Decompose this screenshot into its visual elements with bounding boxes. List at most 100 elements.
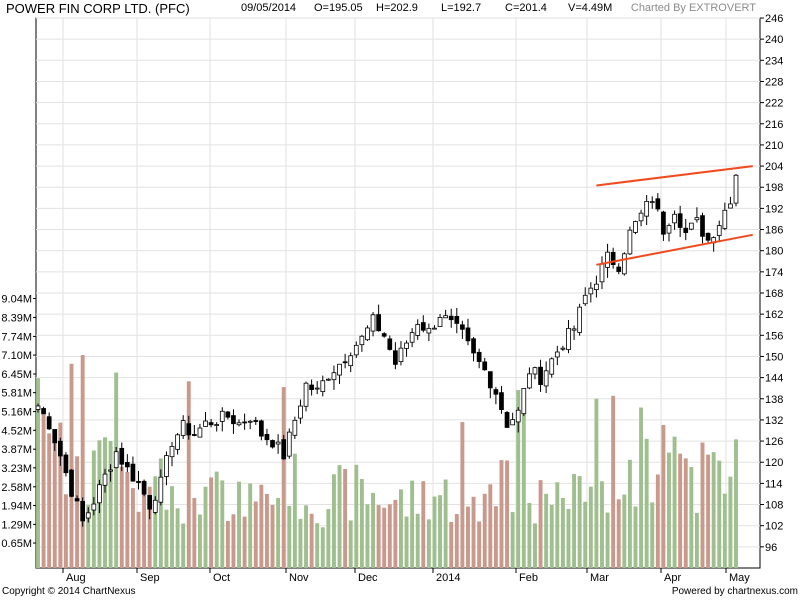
candle-body [655,198,661,210]
price-tick-label: 162 [765,309,783,321]
price-tick-label: 198 [765,182,783,194]
time-tick-label: Dec [358,572,378,584]
candle-body [605,251,610,268]
candle-body [599,263,605,283]
price-tick-label: 102 [765,521,783,533]
candle-body [74,498,80,502]
candle-body [515,409,521,423]
candle-body [63,454,69,474]
time-axis: Aug Sep Oct Nov Dec 2014 Feb Mar Apr May [62,568,750,584]
volume-tick-label: 0.65M [1,538,32,550]
candle-body [348,355,354,367]
volume-bar [175,508,180,568]
volume-bar [331,474,336,568]
volume-bar [36,378,40,568]
volume-bar [158,458,163,568]
volume-bar [493,506,498,568]
volume-bar [404,516,409,568]
volume-bar [170,486,174,568]
trendline [596,165,753,187]
volume-bar [678,453,683,568]
volume-bar [672,436,677,568]
candle-body [108,469,113,472]
volume-bar [594,398,599,568]
candle-body [80,500,86,522]
price-candles [35,173,739,527]
candle-body [633,221,638,233]
candle-body [331,372,337,381]
candle-body [124,462,130,468]
candle-body [510,419,515,426]
volume-bar [689,467,694,568]
volume-bar [633,506,638,568]
volume-bar [376,505,381,568]
volume-bar [421,481,426,568]
candle-body [147,495,153,510]
volume-bar [432,496,437,568]
candle-body [35,405,41,410]
price-tick-label: 180 [765,246,783,258]
candle-body [627,229,633,255]
time-tick-label: May [729,572,750,584]
volume-bar [354,464,359,568]
volume-bar [315,523,320,568]
candle-body [219,410,225,422]
candle-body [471,338,476,354]
volume-bar [387,504,392,568]
candle-body [432,327,437,330]
candle-body [231,415,236,425]
candle-body [85,512,91,519]
candle-body [203,420,208,427]
candle-body [113,451,119,469]
candle-body [365,327,370,341]
candle-body [320,380,326,392]
candle-body [236,422,242,426]
candle-body [672,213,677,224]
open-value: O=195.05 [314,2,363,14]
volume-bar [348,520,353,568]
candle-body [683,227,689,233]
volume-bar [566,508,571,568]
volume-bar [259,484,264,568]
low-value: L=192.7 [441,2,482,14]
candle-body [454,315,460,324]
volume-bar [639,407,644,568]
volume-bar [114,372,119,568]
volume-tick-label: 9.04M [1,294,32,306]
volume-bar [488,484,493,568]
volume-bar [521,404,526,568]
volume-tick-label: 1.94M [1,500,32,512]
volume-bar [650,502,655,568]
price-tick-label: 120 [765,457,783,469]
candle-body [722,209,728,229]
volume-bar [214,471,219,568]
candle-body [549,358,555,375]
volume-bar [63,494,68,568]
volume-bar [309,513,314,568]
volume-bar [533,523,537,568]
volume-bar [264,493,269,568]
candle-body [588,287,594,295]
volume-bar [393,499,398,568]
candle-body [342,361,348,364]
volume-bar [298,518,303,568]
candle-body [69,469,74,497]
candle-body [186,423,192,436]
time-tick-label: Feb [519,572,538,584]
volume-bar [555,482,560,568]
volume-bar [734,439,738,568]
volume-tick-label: 6.45M [1,369,32,381]
volume-bar [153,476,158,568]
volume-bar [197,514,202,568]
volume-bar [75,456,80,568]
volume-bar [516,390,521,568]
volume-bar [683,458,688,568]
trendlines [596,165,753,266]
volume-bar [616,499,621,568]
volume-bar [365,504,370,568]
time-tick-label: 2014 [436,572,460,584]
candle-body [353,344,359,356]
volume-bar [130,488,135,568]
price-tick-label: 192 [765,203,783,215]
volume-bar [605,512,610,568]
